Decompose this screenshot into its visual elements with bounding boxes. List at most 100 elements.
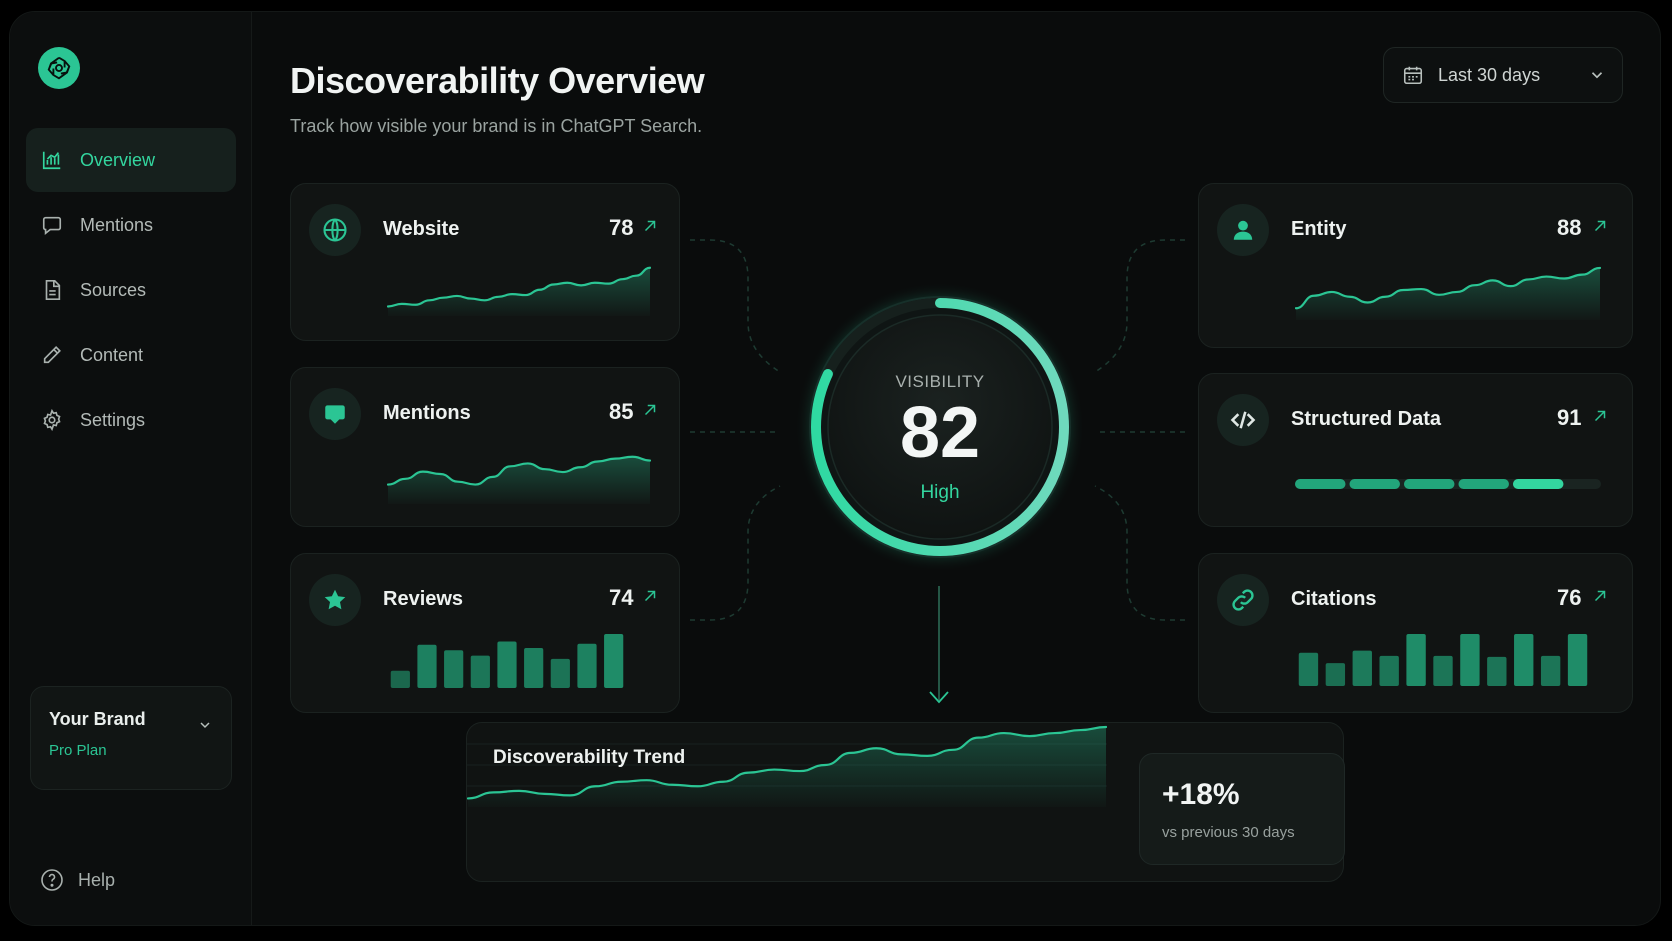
trend-chart [466, 725, 1108, 807]
metric-card-website[interactable]: Website 78 [290, 183, 680, 341]
mentions-sparkline [387, 455, 651, 504]
bar [1514, 634, 1534, 686]
trend-up-arrow-icon [1591, 407, 1609, 430]
person-icon [1217, 204, 1269, 256]
metric-score: 76 [1557, 585, 1582, 610]
trend-up-arrow-icon [1591, 587, 1609, 610]
trend-up-arrow-icon [641, 587, 659, 610]
metric-card-reviews[interactable]: Reviews 74 [290, 553, 680, 713]
bar [1487, 656, 1507, 686]
help-link[interactable]: Help [40, 868, 115, 892]
trend-title: Discoverability Trend [493, 747, 686, 768]
link-icon [1217, 574, 1269, 626]
page-title: Discoverability Overview [290, 60, 705, 101]
progress-segment [1403, 479, 1455, 489]
sparkline-line [387, 455, 651, 486]
date-range-value: Last 30 days [1438, 64, 1541, 85]
date-range-select[interactable]: Last 30 days [1383, 47, 1623, 103]
chevron-down-icon [1588, 66, 1606, 89]
connector-lines [690, 239, 1185, 704]
sidebar-item-label: Content [80, 344, 144, 365]
gauge-value: 82 [899, 393, 981, 473]
brand-plan: Pro Plan [49, 742, 107, 759]
sidebar-item-label: Overview [80, 149, 156, 170]
metric-card-mentions[interactable]: Mentions 85 [290, 367, 680, 527]
progress-segment [1295, 479, 1346, 489]
metric-label: Citations [1291, 588, 1377, 610]
website-sparkline [387, 266, 651, 316]
sidebar-item-content[interactable]: Content [26, 323, 236, 387]
star-icon [309, 574, 361, 626]
metric-card-structured-data[interactable]: Structured Data 91 [1198, 373, 1633, 527]
bar [444, 650, 464, 688]
sidebar-item-settings[interactable]: Settings [26, 388, 236, 452]
bar [550, 658, 570, 688]
brand-switcher[interactable]: Your Brand Pro Plan [30, 686, 232, 790]
chevron-down-icon [197, 717, 213, 738]
bar [497, 641, 517, 688]
bar [1379, 655, 1399, 686]
trend-up-arrow-icon [1591, 217, 1609, 240]
bar [1325, 663, 1346, 686]
gauge-ring [795, 282, 1085, 572]
gear-icon [40, 408, 64, 432]
metric-label: Entity [1291, 218, 1347, 240]
sidebar-item-label: Mentions [80, 214, 154, 235]
entity-sparkline [1295, 266, 1601, 320]
bar [524, 648, 544, 688]
sidebar-item-overview[interactable]: Overview [26, 128, 236, 192]
sparkline-area [468, 727, 1106, 807]
bar [577, 643, 597, 688]
sidebar-item-label: Sources [80, 279, 147, 300]
bar [1352, 650, 1372, 686]
sparkline-line [1295, 266, 1601, 310]
sparkline-line [387, 266, 651, 308]
bar [470, 655, 490, 688]
gauge-caption: VISIBILITY [895, 372, 985, 391]
structured-data-progress-bar [1295, 479, 1601, 489]
bar [1406, 634, 1426, 686]
brand-name: Your Brand [49, 709, 146, 729]
speech-bubble-icon [309, 388, 361, 440]
gauge-progress-arc [811, 298, 1069, 556]
sparkline-line [466, 725, 1108, 800]
visibility-gauge[interactable]: VISIBILITY 82 High [795, 282, 1085, 572]
discoverability-trend-panel: Discoverability Trend +18% vs previous 3… [466, 722, 1345, 882]
reviews-bar-chart [390, 634, 624, 688]
metric-label: Mentions [383, 402, 471, 424]
pencil-icon [40, 343, 64, 367]
calendar-icon [1402, 64, 1424, 86]
metric-card-citations[interactable]: Citations 76 [1198, 553, 1633, 713]
metric-label: Website [383, 218, 460, 240]
help-circle-icon [40, 868, 64, 892]
globe-icon [309, 204, 361, 256]
metric-score: 91 [1557, 405, 1582, 430]
progress-segment [1458, 479, 1509, 489]
sidebar-item-mentions[interactable]: Mentions [26, 193, 236, 257]
code-brackets-icon [1217, 394, 1269, 446]
sparkline-area [388, 267, 650, 316]
chat-bubble-icon [40, 213, 64, 237]
metric-card-entity[interactable]: Entity 88 [1198, 183, 1633, 348]
bar [1298, 652, 1319, 686]
bar [1460, 634, 1480, 686]
metric-score: 78 [609, 215, 634, 240]
document-icon [40, 278, 64, 302]
metric-score: 74 [609, 585, 634, 610]
trend-change: +18% [1162, 778, 1240, 811]
trend-up-arrow-icon [641, 217, 659, 240]
bar [417, 644, 437, 688]
sidebar-nav: Overview Mentions Sources Content [26, 128, 236, 453]
metric-label: Structured Data [1291, 408, 1442, 430]
openai-logo-icon[interactable] [38, 47, 80, 89]
bar [1433, 655, 1453, 686]
metric-score: 85 [609, 399, 634, 424]
gauge-level: High [920, 482, 960, 503]
metric-label: Reviews [383, 588, 464, 610]
sidebar-item-sources[interactable]: Sources [26, 258, 236, 322]
page-subtitle: Track how visible your brand is in ChatG… [290, 116, 703, 136]
citations-bar-chart [1298, 634, 1588, 686]
sidebar: Overview Mentions Sources Content [10, 12, 252, 925]
trend-comparison: vs previous 30 days [1162, 824, 1295, 841]
progress-segment [1349, 479, 1400, 489]
